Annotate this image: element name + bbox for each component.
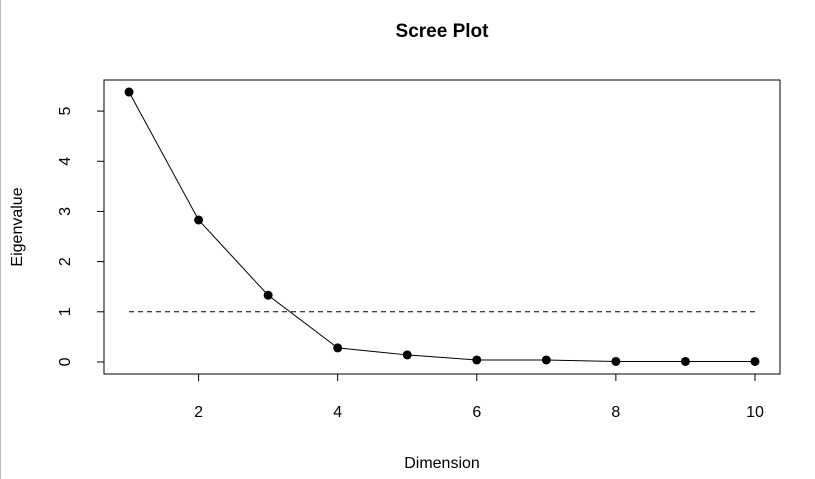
x-tick-label: 10: [746, 404, 764, 421]
y-tick-label: 1: [57, 307, 74, 316]
point: [750, 356, 760, 366]
plot-box: [103, 79, 781, 375]
x-tick-label: 2: [194, 404, 203, 421]
point: [680, 356, 690, 366]
point: [611, 356, 621, 366]
chart-title: Scree Plot: [396, 21, 490, 42]
point: [333, 343, 343, 353]
series-line: [128, 91, 755, 362]
point: [263, 290, 273, 300]
point: [402, 350, 412, 360]
point: [472, 355, 482, 365]
y-tick-label: 4: [57, 157, 74, 166]
y-tick-label: 5: [57, 107, 74, 116]
point: [541, 355, 551, 365]
y-tick-label: 0: [57, 357, 74, 366]
point: [194, 215, 204, 225]
y-axis-label: Eigenvalue: [9, 187, 26, 266]
x-axis-label: Dimension: [404, 455, 480, 472]
y-tick-label: 2: [57, 257, 74, 266]
x-tick-label: 6: [472, 404, 481, 421]
y-tick-label: 3: [57, 207, 74, 216]
x-tick-label: 8: [611, 404, 620, 421]
point: [124, 87, 134, 97]
x-tick-label: 4: [333, 404, 342, 421]
